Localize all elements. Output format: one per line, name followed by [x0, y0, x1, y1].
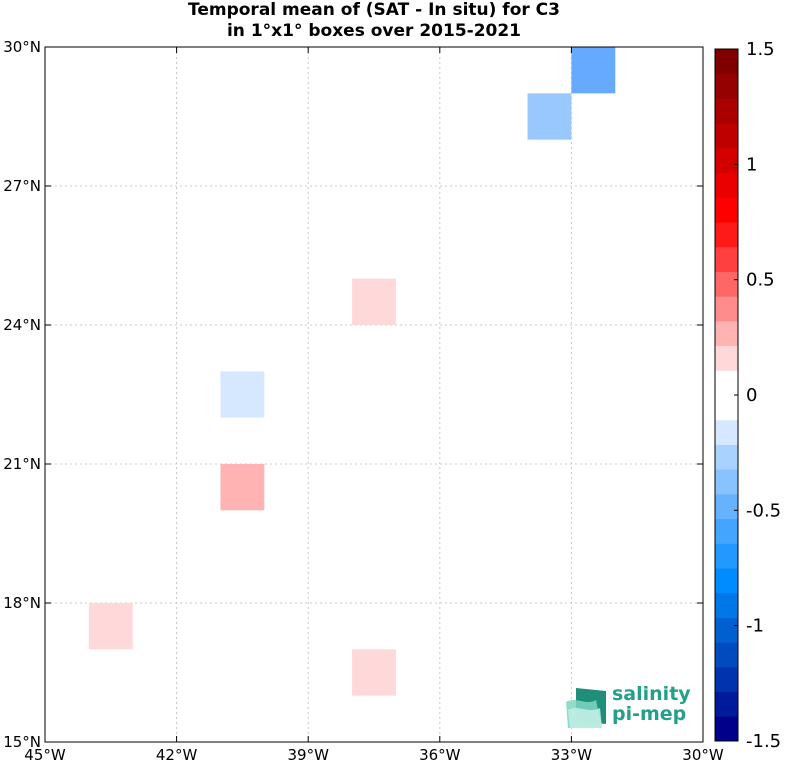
- data-cell: [571, 47, 616, 94]
- plot-border: [44, 46, 704, 743]
- x-tick-label: 30°W: [682, 746, 724, 763]
- colorbar-segment: [715, 395, 738, 421]
- colorbar-segment: [715, 197, 738, 223]
- y-tick-label: 21°N: [3, 455, 41, 473]
- colorbar-segment: [715, 296, 738, 322]
- colorbar: -1.5 -1 -0.5 0 0.5 1 1.5: [714, 39, 781, 752]
- salinity-pimep-logo-icon: [566, 688, 606, 728]
- colorbar-segment: [715, 172, 738, 198]
- colorbar-segment: [715, 716, 738, 742]
- grid-lines: [45, 47, 703, 742]
- data-cell: [352, 649, 396, 696]
- plot-frame: [44, 46, 704, 743]
- colorbar-segment: [715, 345, 738, 371]
- colorbar-segment: [715, 222, 738, 248]
- colorbar-segment: [715, 518, 738, 544]
- colorbar-segment: [715, 469, 738, 495]
- x-tick-label: 42°W: [156, 746, 198, 763]
- colorbar-tick-label: -0.5: [746, 500, 781, 521]
- y-tick-label: 18°N: [3, 594, 41, 612]
- colorbar-segment: [715, 543, 738, 569]
- colorbar-segment: [715, 246, 738, 272]
- chart-title-line1: Temporal mean of (SAT - In situ) for C3: [188, 0, 560, 20]
- data-cell: [88, 603, 133, 650]
- colorbar-segment: [715, 370, 738, 396]
- y-tick-label: 30°N: [3, 38, 41, 56]
- chart-title: Temporal mean of (SAT - In situ) for C3 …: [0, 0, 748, 42]
- colorbar-segment: [715, 147, 738, 174]
- colorbar-segment: [715, 617, 738, 643]
- colorbar-segment: [715, 493, 738, 520]
- colorbar-segment: [715, 444, 738, 470]
- y-tick-label: 24°N: [3, 316, 41, 334]
- colorbar-tick-label: 0: [746, 385, 757, 406]
- logo-line1: salinity: [612, 683, 691, 705]
- colorbar-tick-label: -1.5: [746, 731, 781, 752]
- colorbar-segment: [715, 592, 738, 618]
- colorbar-segment: [715, 49, 738, 75]
- data-cell: [352, 278, 396, 325]
- chart-title-line2: in 1°x1° boxes over 2015-2021: [226, 21, 522, 41]
- x-tick-label: 39°W: [287, 746, 329, 763]
- colorbar-segment: [715, 271, 738, 297]
- colorbar-segment: [715, 691, 738, 717]
- colorbar-segment: [715, 73, 738, 99]
- colorbar-tick-label: -1: [746, 616, 764, 637]
- colorbar-segment: [715, 123, 738, 149]
- logo-text: salinity pi-mep: [612, 684, 691, 724]
- y-tick-label: 27°N: [3, 177, 41, 195]
- x-axis: 45°W 42°W 39°W 36°W 33°W 30°W: [24, 47, 724, 763]
- colorbar-segment: [715, 320, 738, 347]
- colorbar-tick-label: 1.5: [746, 39, 775, 60]
- colorbar-segment: [715, 98, 738, 124]
- data-cell: [527, 93, 572, 140]
- logo-line2: pi-mep: [612, 703, 687, 725]
- x-tick-label: 45°W: [24, 746, 66, 763]
- x-tick-label: 33°W: [551, 746, 593, 763]
- colorbar-segment: [715, 419, 738, 445]
- data-cell: [220, 464, 265, 511]
- data-cells: [88, 47, 616, 696]
- y-axis: 15°N 18°N 21°N 24°N 27°N 30°N: [3, 38, 703, 751]
- colorbar-segment: [715, 642, 738, 668]
- plot-area: [45, 47, 703, 742]
- colorbar-tick-label: 0.5: [746, 270, 775, 291]
- x-tick-label: 36°W: [419, 746, 461, 763]
- y-tick-label: 15°N: [3, 733, 41, 751]
- data-cell: [220, 371, 265, 418]
- colorbar-segment: [715, 666, 738, 693]
- colorbar-segment: [715, 568, 738, 594]
- colorbar-tick-label: 1: [746, 154, 757, 175]
- plot-background: [45, 47, 703, 742]
